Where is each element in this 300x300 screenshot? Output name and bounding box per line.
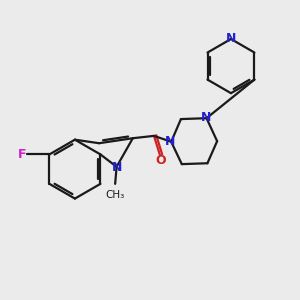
Text: O: O bbox=[155, 154, 166, 167]
Text: N: N bbox=[226, 32, 236, 45]
Text: CH₃: CH₃ bbox=[106, 190, 125, 200]
Text: N: N bbox=[201, 110, 212, 124]
Text: N: N bbox=[164, 135, 175, 148]
Text: F: F bbox=[18, 148, 26, 161]
Text: N: N bbox=[112, 161, 122, 174]
